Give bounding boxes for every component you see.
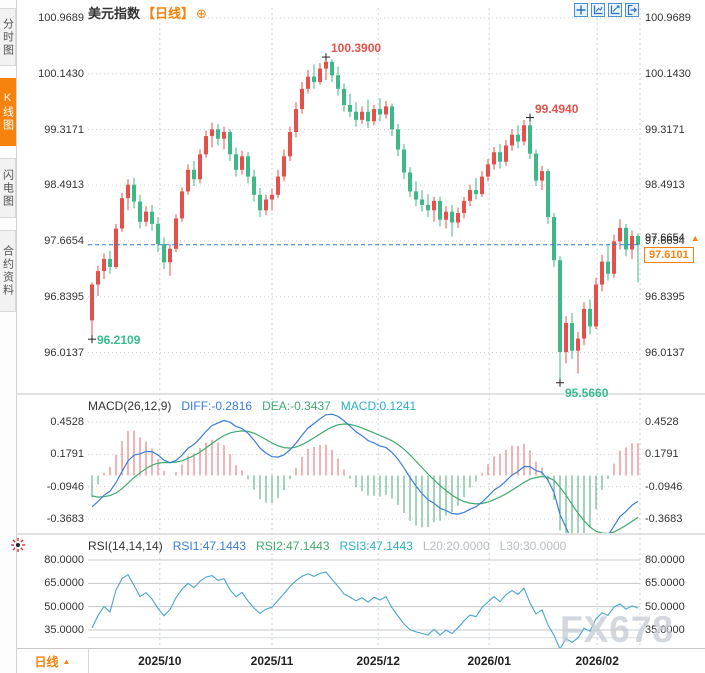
axis-tick-label: 96.0137 [44,346,84,359]
axis-tick-label: -0.0946 [645,480,683,493]
axis-tick-label: 99.3171 [44,123,84,136]
sidebar-tab-label: 分时图 [1,17,14,57]
rsi-l30-value: L30:30.0000 [499,539,567,553]
sidebar: 分时图 K线图 闪电图 合约资料 [0,0,17,673]
macd-value: MACD:0.1241 [340,399,417,413]
axis-tick-label: 97.6654 [645,235,685,247]
axis-tick-label: -0.3683 [645,513,683,525]
sidebar-tab-kline-chart[interactable]: K线图 [0,78,16,146]
macd-diff-value: DIFF:-0.2816 [181,399,253,413]
x-axis-date-label: 2026/01 [467,654,511,668]
annotation-high-99-4940: 99.4940 [535,101,579,116]
chart-title: 美元指数 【日线】 ⊕ [88,3,207,22]
annotation-high-100-3900: 100.3900 [331,41,382,56]
y-axis-left: 100.9689 100.1430 99.3171 98.4913 97.6654 96.… [24,0,84,648]
scale-trend-button[interactable] [608,3,622,17]
sidebar-tab-label: 合约资料 [1,245,14,297]
bottom-bar: 日线 ▲ 2025/10 2025/11 2025/12 2026/01 2026/02 [0,648,705,673]
x-axis-date-label: 2025/12 [356,654,400,668]
axis-tick-label: 0.4528 [50,416,84,428]
axis-tick-label: 100.9689 [645,12,691,24]
instrument-name: 美元指数 [88,6,141,21]
axis-tick-label: 100.1430 [645,67,691,80]
axis-tick-label: 0.4528 [645,416,679,428]
exit-fullscreen-button[interactable] [625,3,639,17]
period-dropdown-triangle-icon: ▲ [62,657,71,666]
scale-axes-button[interactable] [591,3,605,17]
y-axis-right: 100.9689 100.1430 99.3171 98.4913 97.6654 96.… [645,0,705,648]
sidebar-tab-time-chart[interactable]: 分时图 [0,8,16,66]
trend-arrow-chart-icon [610,5,620,15]
axis-tick-label: 80.0000 [645,554,685,566]
sidebar-tab-label: K线图 [1,92,14,132]
axis-tick-label: -0.0946 [46,480,84,493]
x-axis-date-label: 2025/10 [138,654,182,668]
macd-title: MACD(26,12,9) [88,399,172,413]
axis-tick-label: 65.0000 [44,577,84,590]
macd-header: MACD(26,12,9) DIFF:-0.2816 DEA:-0.3437 MACD… [88,399,426,413]
axis-tick-label: 35.0000 [645,624,685,636]
axis-tick-label: 98.4913 [645,179,685,192]
axis-tick-label: 97.6654 [44,235,84,247]
axis-tick-label: 0.1791 [50,448,84,461]
axis-tick-label: 96.0137 [645,346,685,359]
axis-tick-label: -0.3683 [46,513,84,525]
add-indicator-icon[interactable]: ⊕ [196,6,207,21]
live-flash-icon [11,538,25,552]
sidebar-tab-lightning-chart[interactable]: 闪电图 [0,158,16,218]
axis-tick-label: 35.0000 [44,624,84,636]
x-axis-date-label: 2025/11 [250,654,294,668]
macd-dea-value: DEA:-0.3437 [262,399,331,413]
price-up-triangle-icon: ▲ [690,232,700,243]
axis-tick-label: 96.8395 [44,290,84,303]
axis-tick-label: 50.0000 [645,600,685,613]
rsi3-value: RSI3:47.1443 [339,539,413,553]
axis-tick-label: 98.4913 [44,179,84,192]
axis-tick-label: 0.1791 [645,448,679,461]
axis-tick-label: 100.9689 [38,12,84,24]
axis-tick-label: 96.8395 [645,290,685,303]
period-selector[interactable]: 日线 ▲ [17,649,89,673]
axis-tick-label: 50.0000 [44,600,84,613]
rsi1-value: RSI1:47.1443 [172,539,247,553]
crosshair-icon [576,5,586,15]
annotation-low-96-2109: 96.2109 [97,333,141,348]
crosshair-tool-button[interactable] [574,3,588,17]
axes-chart-icon [593,5,603,15]
x-axis-date-label: 2026/02 [575,654,619,668]
axis-tick-label: 100.1430 [38,67,84,80]
exit-arrow-icon [627,5,637,15]
last-price-box: 97.6101 [644,246,694,263]
chart-toolbar [574,3,639,17]
axis-tick-label: 65.0000 [645,577,685,590]
axis-tick-label: 99.3171 [645,123,685,136]
rsi-title: RSI(14,14,14) [88,539,163,553]
axis-tick-label: 80.0000 [44,554,84,566]
axis-price-value: 97.6654 [645,231,685,244]
rsi-header: RSI(14,14,14) RSI1:47.1443 RSI2:47.1443 RSI… [88,539,576,553]
annotation-low-95-5660: 95.5660 [565,385,609,400]
rsi2-value: RSI2:47.1443 [256,539,330,553]
period-selector-label: 日线 [34,655,59,669]
sidebar-tab-contract-info[interactable]: 合约资料 [0,230,16,312]
axis-price-label: 97.6654 ▲ [645,232,700,244]
sidebar-tab-label: 闪电图 [1,168,14,208]
period-tag: 【日线】 [142,6,195,21]
rsi-l20-value: L20:20.0000 [422,539,490,553]
